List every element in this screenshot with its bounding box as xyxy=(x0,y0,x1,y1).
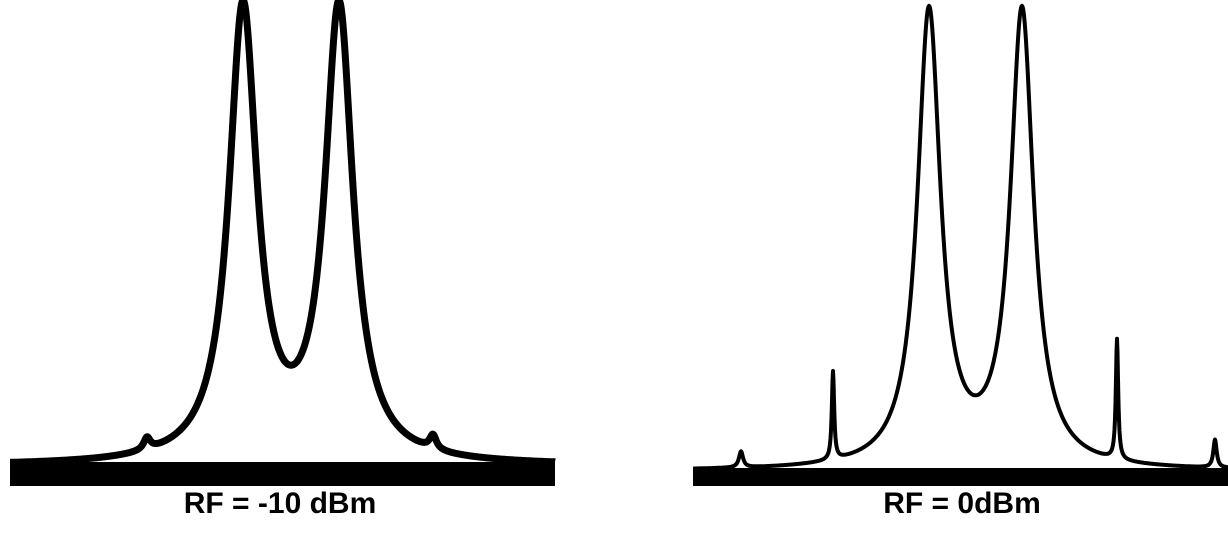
spectrum-right xyxy=(691,3,1228,486)
trace xyxy=(691,3,1228,471)
trace xyxy=(7,0,558,466)
caption: RF = 0dBm xyxy=(883,487,1041,520)
baseline-noise xyxy=(10,462,555,486)
spectrum-left xyxy=(7,0,558,486)
caption: RF = -10 dBm xyxy=(184,487,377,520)
baseline-noise xyxy=(693,468,1228,486)
